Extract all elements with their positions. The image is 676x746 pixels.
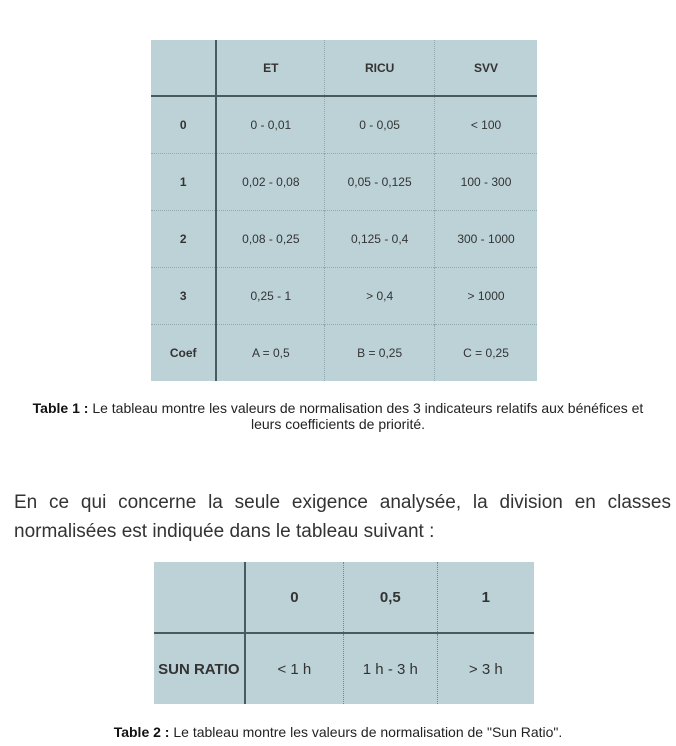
normalisation-table-1: ET RICU SVV 0 0 - 0,01 0 - 0,05 < 100 1 … bbox=[151, 40, 537, 381]
table-cell: A = 0,5 bbox=[215, 324, 325, 381]
table-1-caption: Table 1 : Le tableau montre les valeurs … bbox=[0, 400, 676, 432]
table-row: 3 0,25 - 1 > 0,4 > 1000 bbox=[151, 267, 537, 325]
caption-label: Table 2 : bbox=[113, 724, 170, 740]
row-label: Coef bbox=[151, 324, 217, 381]
table-row: 0 0 - 0,01 0 - 0,05 < 100 bbox=[151, 95, 537, 154]
table-cell: 0,125 - 0,4 bbox=[324, 210, 435, 268]
table-cell: > 0,4 bbox=[324, 267, 435, 325]
table-cell: < 1 h bbox=[243, 632, 344, 704]
table-cell: 0 - 0,01 bbox=[215, 95, 325, 154]
row-label: 3 bbox=[151, 267, 217, 325]
table-row: Coef A = 0,5 B = 0,25 C = 0,25 bbox=[151, 324, 537, 381]
row-label: 0 bbox=[151, 95, 217, 154]
header-cell: 0 bbox=[243, 562, 344, 633]
table-cell: > 3 h bbox=[436, 632, 534, 704]
table-cell: > 1000 bbox=[434, 267, 537, 325]
table-cell: 300 - 1000 bbox=[434, 210, 537, 268]
table-cell: 0,25 - 1 bbox=[215, 267, 325, 325]
table-cell: C = 0,25 bbox=[434, 324, 537, 381]
header-cell bbox=[154, 562, 245, 633]
caption-text: Le tableau montre les valeurs de normali… bbox=[88, 400, 644, 432]
normalisation-table-2: 0 0,5 1 SUN RATIO < 1 h 1 h - 3 h > 3 h bbox=[154, 562, 534, 704]
row-label: SUN RATIO bbox=[154, 632, 245, 704]
row-label: 1 bbox=[151, 153, 217, 211]
header-cell: SVV bbox=[434, 40, 537, 96]
table-cell: 1 h - 3 h bbox=[343, 632, 438, 704]
header-cell: RICU bbox=[324, 40, 435, 96]
header-cell bbox=[151, 40, 216, 96]
table-row: 2 0,08 - 0,25 0,125 - 0,4 300 - 1000 bbox=[151, 210, 537, 268]
table-row: 1 0,02 - 0,08 0,05 - 0,125 100 - 300 bbox=[151, 153, 537, 211]
caption-text: Le tableau montre les valeurs de normali… bbox=[169, 724, 563, 740]
table-cell: 0,08 - 0,25 bbox=[215, 210, 325, 268]
header-cell: 0,5 bbox=[343, 562, 438, 633]
caption-label: Table 1 : bbox=[32, 400, 89, 416]
table-header-row: ET RICU SVV bbox=[151, 40, 537, 96]
table-cell: 100 - 300 bbox=[434, 153, 537, 211]
table-header-row: 0 0,5 1 bbox=[154, 562, 534, 633]
table-cell: 0 - 0,05 bbox=[324, 95, 435, 154]
table-cell: B = 0,25 bbox=[324, 324, 435, 381]
table-2-caption: Table 2 : Le tableau montre les valeurs … bbox=[0, 724, 676, 740]
table-cell: < 100 bbox=[434, 95, 537, 154]
table-cell: 0,02 - 0,08 bbox=[215, 153, 325, 211]
row-label: 2 bbox=[151, 210, 217, 268]
header-cell: 1 bbox=[436, 562, 534, 633]
body-paragraph: En ce qui concerne la seule exigence ana… bbox=[14, 492, 671, 542]
header-cell: ET bbox=[215, 40, 325, 96]
table-row: SUN RATIO < 1 h 1 h - 3 h > 3 h bbox=[154, 632, 534, 704]
table-cell: 0,05 - 0,125 bbox=[324, 153, 435, 211]
